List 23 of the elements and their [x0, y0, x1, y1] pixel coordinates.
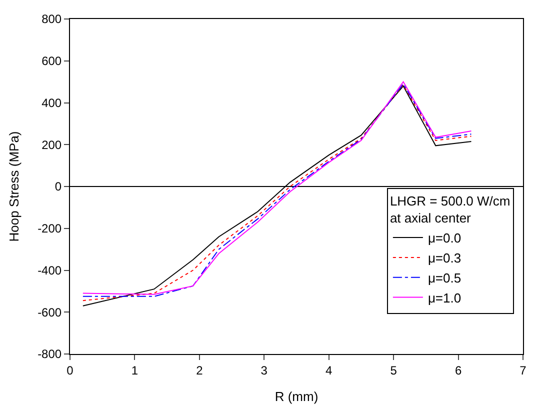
x-tick-label: 3 [260, 363, 268, 378]
x-tick-label: 0 [66, 363, 74, 378]
x-tick-label: 6 [454, 363, 462, 378]
y-tick-label: 0 [54, 180, 62, 194]
y-tick-label: 600 [42, 54, 62, 68]
y-axis-title: Hoop Stress (MPa) [6, 131, 22, 242]
legend-label: μ=0.5 [428, 270, 462, 286]
x-tick-label: 1 [131, 363, 138, 378]
x-tick-label: 2 [196, 363, 204, 378]
legend-label: μ=1.0 [428, 290, 462, 306]
y-tick-label: -400 [38, 263, 62, 278]
y-tick-label: -800 [38, 347, 62, 362]
x-tick-label: 4 [326, 363, 333, 378]
x-tick-label: 7 [520, 363, 527, 378]
y-tick-label: 800 [42, 12, 62, 26]
x-axis-title: R (mm) [274, 389, 318, 404]
legend-label: μ=0.0 [428, 230, 462, 246]
legend-label: μ=0.3 [428, 250, 462, 266]
y-tick-label: 200 [42, 138, 62, 152]
y-tick-label: -200 [38, 222, 62, 236]
y-tick-label: 400 [42, 96, 62, 110]
x-tick-label: 5 [390, 363, 398, 378]
y-tick-label: -600 [38, 305, 62, 320]
